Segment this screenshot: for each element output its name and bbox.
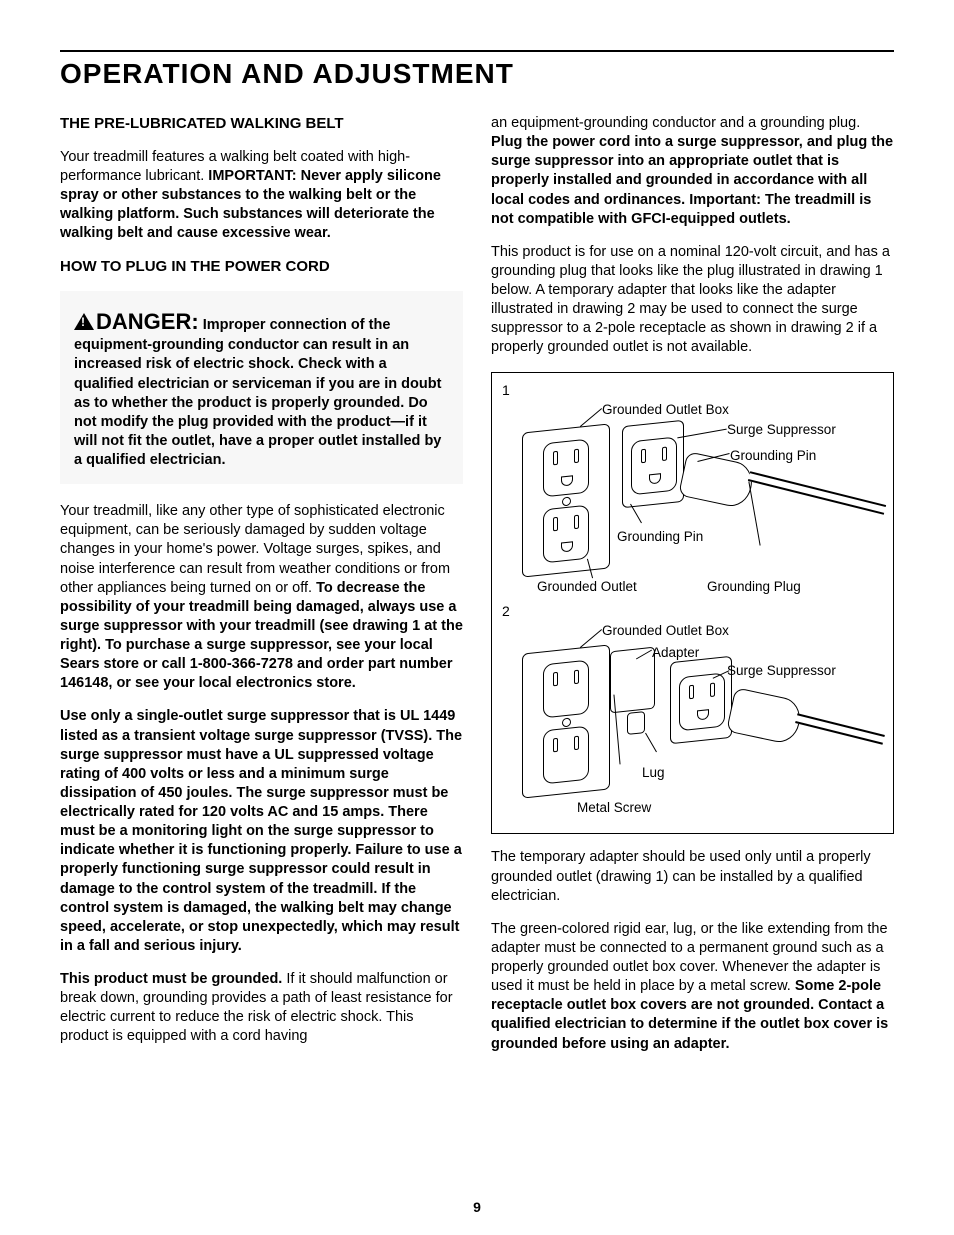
outlet-socket-shape [543, 726, 589, 785]
diagram-label: Lug [642, 764, 665, 782]
diagram-label: Surge Suppressor [727, 662, 836, 680]
diagram-container: 1 [491, 372, 894, 835]
surge-suppressor-shape [670, 656, 732, 745]
paragraph: This product is for use on a nominal 120… [491, 243, 894, 358]
diagram-label: Grounded Outlet Box [602, 622, 729, 640]
horizontal-rule [60, 50, 894, 52]
paragraph: The temporary adapter should be used onl… [491, 848, 894, 905]
cord-shape [795, 714, 885, 745]
outlet-socket-shape [543, 439, 589, 498]
paragraph: Your treadmill features a walking belt c… [60, 148, 463, 244]
outlet-socket-shape [631, 436, 677, 495]
outlet-socket-shape [679, 673, 725, 732]
right-column: an equipment-grounding conductor and a g… [491, 114, 894, 1068]
outlet-socket-shape [543, 505, 589, 564]
diagram-number-2: 2 [502, 602, 883, 620]
plug-shape [726, 688, 804, 747]
heading-walking-belt: THE PRE-LUBRICATED WALKING BELT [60, 114, 463, 134]
body-text-bold: To decrease the possibility of your trea… [60, 580, 463, 692]
outlet-socket-shape [543, 660, 589, 719]
diagram-label: Grounding Plug [707, 578, 801, 596]
outlet-plate-shape [522, 645, 610, 799]
diagram-label: Metal Screw [577, 799, 651, 817]
diagram-label: Grounding Pin [617, 528, 703, 546]
paragraph: an equipment-grounding conductor and a g… [491, 114, 894, 229]
danger-text: Improper connection of the equipment-gro… [74, 317, 441, 468]
two-column-layout: THE PRE-LUBRICATED WALKING BELT Your tre… [60, 114, 894, 1068]
page-number: 9 [0, 1199, 954, 1215]
heading-power-cord: HOW TO PLUG IN THE POWER CORD [60, 257, 463, 277]
left-column: THE PRE-LUBRICATED WALKING BELT Your tre… [60, 114, 463, 1068]
adapter-shape [610, 647, 655, 714]
warning-icon [74, 313, 94, 330]
surge-suppressor-shape [622, 420, 684, 509]
page-title: OPERATION AND ADJUSTMENT [60, 58, 894, 90]
body-text-bold: Plug the power cord into a surge suppres… [491, 134, 893, 227]
danger-label: DANGER: [96, 309, 199, 334]
diagram-number-1: 1 [502, 381, 883, 399]
diagram-label: Surge Suppressor [727, 421, 836, 439]
lug-shape [627, 711, 645, 735]
paragraph: This product must be grounded. If it sho… [60, 970, 463, 1047]
diagram-label: Grounded Outlet Box [602, 401, 729, 419]
outlet-plate-shape [522, 423, 610, 577]
diagram-2: Grounded Outlet Box Adapter Surge Suppre… [502, 624, 883, 819]
diagram-1: Grounded Outlet Box Surge Suppressor Gro… [502, 403, 883, 598]
body-text: an equipment-grounding conductor and a g… [491, 115, 860, 131]
paragraph-bold: Use only a single-outlet surge suppresso… [60, 707, 463, 956]
cord-shape [748, 471, 886, 515]
diagram-label: Adapter [652, 644, 699, 662]
body-text-bold: This product must be grounded. [60, 971, 282, 987]
diagram-label: Grounding Pin [730, 447, 816, 465]
danger-callout: DANGER: Improper connection of the equip… [60, 291, 463, 484]
diagram-label: Grounded Outlet [537, 578, 637, 596]
paragraph: The green-colored rigid ear, lug, or the… [491, 920, 894, 1054]
paragraph: Your treadmill, like any other type of s… [60, 502, 463, 693]
